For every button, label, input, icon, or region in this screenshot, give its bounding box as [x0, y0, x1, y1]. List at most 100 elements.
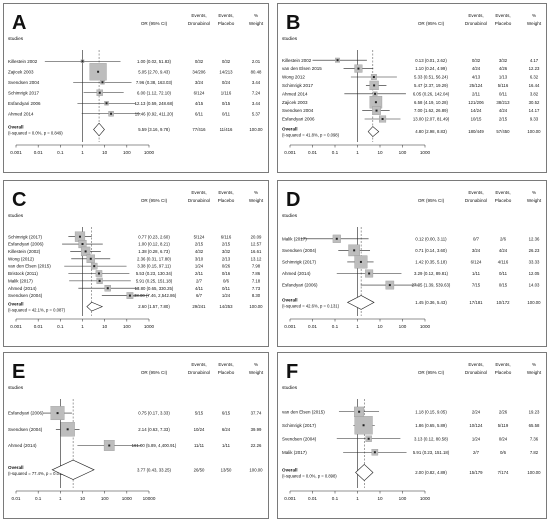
study-point-estimate [110, 112, 113, 115]
overall-label: Overall [282, 468, 298, 473]
x-axis-tick-label: 0.1 [332, 150, 339, 155]
study-weight: 3.44 [252, 101, 261, 106]
x-axis-tick-label: 100 [123, 150, 131, 155]
study-events-dronabinol: 7/15 [472, 283, 481, 288]
study-name: van den Elsen 2015 [282, 66, 322, 71]
x-axis-tick-label: 10 [102, 324, 108, 329]
study-or-ci: 1.42 (0.35, 5.18) [415, 260, 447, 265]
forest-panel-d: D Events, Events,% studies OR (95% CI) Dronab… [277, 180, 547, 347]
header-events-dronabinol: Events, [468, 362, 483, 367]
study-point-estimate [374, 101, 377, 104]
panel-letter: D [286, 189, 300, 211]
heterogeneity-stats: (I-squared = 42.6%, p = 0.131) [282, 303, 340, 308]
study-events-placebo: 0/15 [499, 283, 508, 288]
study-events-dronabinol: 2/7 [196, 278, 203, 283]
study-events-placebo: 0/32 [222, 59, 231, 64]
study-weight: 37.74 [251, 411, 262, 416]
x-axis-tick-label: 1000 [420, 324, 431, 329]
x-axis-tick-label: 1 [81, 150, 84, 155]
study-name: Killestein 2002 [282, 58, 312, 63]
study-events-dronabinol: 2/7 [473, 450, 480, 455]
heterogeneity-stats: (I-squared = 42.1%, p = 0.087) [8, 308, 66, 313]
study-events-placebo: 6/15 [222, 411, 231, 416]
study-point-estimate [388, 284, 391, 287]
overall-label: Overall [8, 125, 24, 130]
header-weight: Weight [249, 21, 264, 26]
study-events-placebo: 0/6 [500, 450, 507, 455]
x-axis-tick-label: 0.1 [35, 496, 42, 501]
header-or: OR (95% CI) [141, 370, 168, 375]
study-name: Wong (2012) [8, 256, 34, 261]
study-point-estimate [98, 279, 101, 282]
x-axis-tick-label: 1 [81, 324, 84, 329]
study-or-ci: 0.71 (0.14, 3.60) [415, 248, 447, 253]
header-weight: Weight [527, 198, 542, 203]
study-or-ci: 2.36 (0.31, 17.80) [137, 256, 171, 261]
study-or-ci: 6.58 (4.19, 10.28) [414, 100, 448, 105]
x-axis-tick-label: 1 [356, 324, 359, 329]
study-events-dronabinol: 3/24 [472, 248, 481, 253]
forest-panel-e: E Events, Events,% studies OR (95% CI) Dronab… [3, 352, 269, 519]
study-or-ci: 27.35 (1.39, 539.63) [412, 283, 451, 288]
header-percent: % [254, 190, 258, 195]
study-name: Schimrigk (2017) [8, 234, 43, 239]
study-weight: 19.23 [529, 409, 540, 414]
study-or-ci: 5.33 (0.51, 56.24) [414, 75, 448, 80]
study-weight: 16.44 [529, 83, 540, 88]
header-dronabinol: Dronabinol [465, 21, 487, 26]
header-events-placebo: Events, [495, 13, 510, 18]
study-or-ci: 12.13 (0.59, 248.68) [135, 101, 174, 106]
x-axis-tick-label: 1000 [144, 324, 155, 329]
overall-or-ci: 2.60 (1.57, 7.80) [138, 304, 170, 309]
overall-label: Overall [8, 465, 24, 470]
header-dronabinol: Dronabinol [188, 21, 210, 26]
study-weight: 16.61 [251, 249, 262, 254]
study-events-placebo: 2/15 [222, 242, 231, 247]
study-point-estimate [81, 243, 84, 246]
heterogeneity-stats: (I-squared = 0.0%, p = 0.898) [282, 474, 337, 479]
study-events-dronabinol: 3/24 [195, 80, 204, 85]
study-name: Svendsen 2004 [282, 108, 314, 113]
study-point-estimate [368, 272, 371, 275]
x-axis-tick-label: 10000 [143, 496, 156, 501]
study-events-dronabinol: 2/11 [472, 91, 481, 96]
header-weight: Weight [249, 198, 264, 203]
study-point-estimate [106, 287, 109, 290]
study-events-dronabinol: 4/32 [195, 249, 204, 254]
study-point-estimate [66, 428, 69, 431]
study-or-ci: 5.53 (0.23, 130.34) [136, 271, 173, 276]
study-name: Schimrigk 2017 [282, 83, 314, 88]
study-events-dronabinol: 6/11 [195, 111, 204, 116]
study-events-dronabinol: 14/24 [471, 108, 482, 113]
x-axis-tick-label: 10 [80, 496, 86, 501]
study-events-placebo: 0/11 [499, 91, 508, 96]
study-point-estimate [336, 59, 339, 62]
study-point-estimate [101, 81, 104, 84]
overall-weight: 100.00 [249, 467, 263, 472]
x-axis-tick-label: 1 [59, 496, 62, 501]
study-events-dronabinol: 1/24 [472, 436, 481, 441]
study-events-placebo: 0/15 [222, 101, 231, 106]
study-name: Zajicek 2003 [8, 69, 34, 74]
study-weight: 14.03 [529, 283, 540, 288]
study-events-dronabinol: 25/124 [469, 83, 483, 88]
study-weight: 12.57 [251, 242, 262, 247]
study-events-dronabinol: 10/24 [194, 427, 205, 432]
overall-weight: 100.00 [527, 300, 541, 305]
study-name: Malik (2017) [282, 450, 307, 455]
study-events-placebo: 4/24 [499, 108, 508, 113]
study-events-placebo: 1/13 [499, 75, 508, 80]
header-events-placebo: Events, [495, 190, 510, 195]
study-events-placebo: 2/13 [222, 256, 231, 261]
overall-diamond [86, 301, 104, 312]
study-or-ci: 138.00 (7.46, 2,542.86) [132, 293, 177, 298]
x-axis-tick-label: 0.001 [10, 150, 22, 155]
study-weight: 3.44 [252, 80, 261, 85]
study-events-dronabinol: 2/24 [472, 409, 481, 414]
study-or-ci: 6.00 (1.12, 72.10) [137, 90, 171, 95]
study-weight: 8.30 [252, 293, 261, 298]
study-or-ci: 13.80 (0.65, 330.25) [135, 286, 174, 291]
forest-panel-a: A Events, Events,% studies OR (95% CI) Dronab… [3, 3, 269, 173]
header-events-dronabinol: Events, [191, 362, 206, 367]
overall-events-dronabinol: 29/241 [192, 304, 206, 309]
